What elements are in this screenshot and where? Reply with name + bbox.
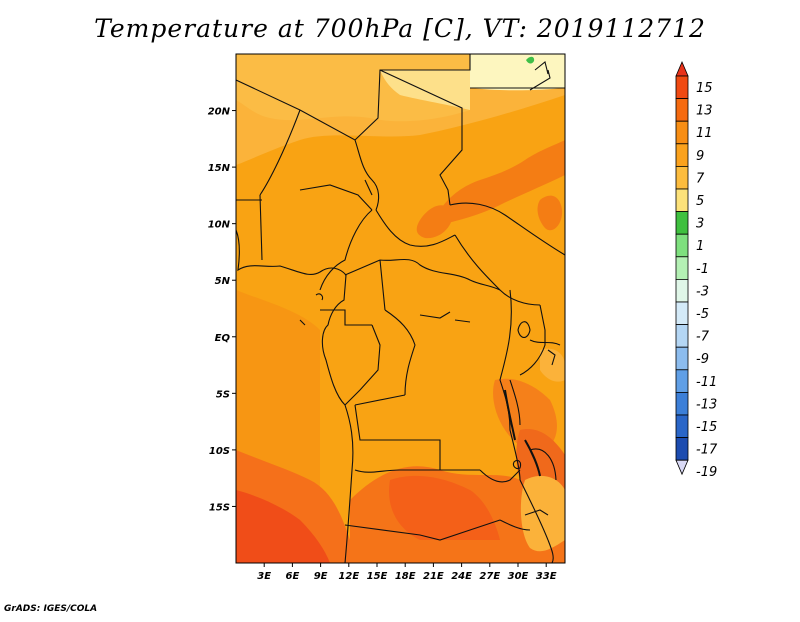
colorbar-label: 7	[696, 171, 705, 186]
country-borders	[236, 54, 565, 563]
colorbar-label: 3	[696, 217, 704, 232]
colorbar-label: 15	[696, 81, 713, 96]
colorbar-swatch	[675, 346, 689, 371]
colorbar-swatch	[675, 414, 689, 439]
colorbar-swatch	[675, 233, 689, 258]
lon-tick-label: 15E	[367, 571, 388, 582]
colorbar-swatch	[675, 437, 689, 461]
chart-title: Temperature at 700hPa [C], VT: 201911271…	[94, 14, 706, 43]
colorbar-swatch	[675, 278, 689, 303]
colorbar-swatch	[675, 188, 689, 213]
lon-tick-label: 30E	[508, 571, 529, 582]
lon-tick-label: 24E	[451, 571, 472, 582]
colorbar-bottom-arrow	[675, 459, 689, 476]
colorbar-swatch	[675, 324, 689, 348]
colorbar-swatch	[675, 391, 689, 416]
colorbar-top-arrow	[675, 60, 689, 77]
lat-tick-label: 5N	[215, 276, 231, 287]
colorbar-label: -11	[696, 375, 717, 390]
lat-tick-label: 20N	[208, 107, 231, 118]
temperature-field	[236, 54, 565, 563]
map-frame	[235, 53, 566, 564]
lon-tick-label: 9E	[314, 571, 328, 582]
colorbar: 15 13 11 9 7 5 3 1 -1 -3 -5 -7 -9 -11 -13 -15 -17 -19	[675, 60, 718, 480]
colorbar-swatch	[675, 143, 689, 167]
lon-tick-label: 18E	[395, 571, 416, 582]
colorbar-label: 1	[696, 239, 704, 254]
colorbar-label: -1	[696, 262, 709, 277]
latitude-axis: 20N 15N 10N 5N EQ 5S 10S 15S	[208, 107, 236, 513]
colorbar-label: -13	[696, 397, 717, 412]
lat-tick-label: 5S	[216, 389, 230, 400]
colorbar-swatch	[675, 301, 689, 326]
colorbar-label: -5	[696, 307, 709, 322]
colorbar-swatch	[675, 369, 689, 393]
colorbar-label: -3	[696, 284, 709, 299]
lat-tick-label: 10N	[208, 220, 231, 231]
colorbar-label: -7	[696, 330, 710, 345]
lat-tick-label: 15N	[208, 163, 231, 174]
colorbar-swatch	[675, 165, 689, 190]
colorbar-swatch	[675, 211, 689, 235]
lat-tick-label: 15S	[209, 502, 230, 513]
colorbar-label: -9	[696, 352, 709, 367]
colorbar-label: -15	[696, 420, 717, 435]
colorbar-swatch	[675, 75, 689, 100]
longitude-axis: 3E 6E 9E 12E 15E 18E 21E 24E 27E 30E 33E	[257, 563, 557, 582]
colorbar-label: -17	[696, 443, 718, 458]
lat-tick-label: EQ	[215, 333, 231, 344]
colorbar-label: 5	[696, 194, 704, 209]
lon-tick-label: 3E	[257, 571, 271, 582]
lon-tick-label: 33E	[536, 571, 557, 582]
lon-tick-label: 12E	[338, 571, 359, 582]
credit-label: GrADS: IGES/COLA	[4, 604, 98, 614]
colorbar-label: 11	[696, 126, 713, 141]
colorbar-swatch	[675, 256, 689, 280]
lon-tick-label: 27E	[479, 571, 500, 582]
lat-tick-label: 10S	[209, 446, 230, 457]
colorbar-swatch	[675, 120, 689, 145]
colorbar-label: 13	[696, 104, 713, 119]
colorbar-swatch	[675, 98, 689, 122]
colorbar-label: -19	[696, 465, 717, 480]
colorbar-label: 9	[696, 149, 704, 164]
lon-tick-label: 6E	[286, 571, 300, 582]
lon-tick-label: 21E	[423, 571, 444, 582]
